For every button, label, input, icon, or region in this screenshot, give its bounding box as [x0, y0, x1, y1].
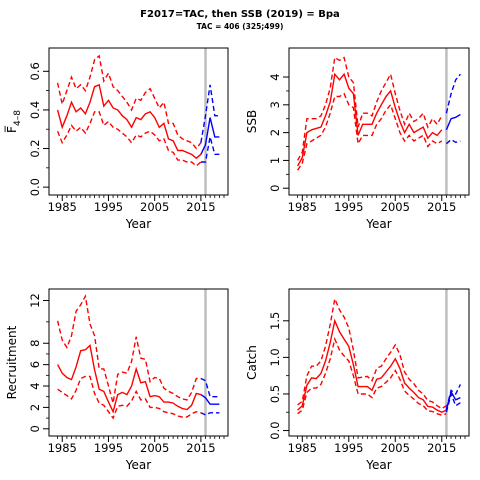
y-axis-label-subscript: 4–8 [13, 110, 23, 126]
y-tick-label: 1 [268, 157, 282, 164]
y-tick-label: 0.4 [28, 101, 42, 119]
y-tick-label: 1.0 [268, 348, 282, 366]
forecast-bound-line-5 [445, 138, 461, 145]
forecast-estimate-line-3 [200, 117, 220, 155]
y-tick-label: 0.6 [28, 62, 42, 80]
historic-bound-line-1 [56, 54, 202, 150]
historic-bound-line-1 [297, 296, 447, 410]
historic-estimate-line-0 [296, 72, 443, 167]
historic-bound-line-1 [296, 56, 443, 161]
y-tick-label: 1.5 [268, 312, 282, 330]
y-tick-label: 4 [28, 382, 42, 389]
x-tick-label: 1995 [94, 441, 123, 455]
x-axis-label: Year [125, 217, 151, 231]
y-tick-label: 0 [28, 425, 42, 432]
x-tick-label: 1985 [48, 200, 77, 214]
historic-estimate-line-0 [297, 318, 447, 413]
forecast-bound-line-4 [445, 73, 461, 114]
x-axis-label: Year [365, 217, 391, 231]
y-axis-label: F̅4–8 [4, 110, 23, 133]
y-axis-label: SSB [245, 110, 259, 133]
forecast-bound-line-4 [200, 84, 220, 143]
plot-frame [48, 288, 229, 437]
x-tick-label: 1985 [288, 441, 317, 455]
x-tick-label: 1985 [48, 441, 77, 455]
forecast-bound-line-5 [445, 391, 461, 413]
y-axis-label: Catch [245, 345, 259, 380]
y-tick-label: 2 [268, 129, 282, 136]
forecast-estimate-line-3 [200, 394, 220, 405]
x-tick-label: 2005 [140, 441, 169, 455]
y-tick-label: 0.2 [28, 139, 42, 157]
x-tick-label: 2005 [381, 441, 410, 455]
plot-frame [288, 47, 470, 196]
plot-frame [288, 288, 470, 437]
x-tick-label: 1995 [94, 200, 123, 214]
x-axis-label: Year [125, 458, 151, 472]
forecast-bound-line-4 [445, 384, 462, 409]
chart-panel-recruitment: 1985 1995 2005 2015 0 2 4 6 8 12 Year Recruitment [5, 288, 229, 472]
forecast-bound-line-4 [200, 377, 220, 398]
historic-bound-line-2 [297, 336, 447, 416]
y-tick-label: 2 [28, 404, 42, 411]
y-axis-label: Recruitment [5, 325, 19, 399]
y-tick-label: 8 [28, 340, 42, 347]
x-axis-label: Year [365, 458, 391, 472]
historic-bound-line-2 [297, 92, 443, 171]
x-tick-label: 2005 [381, 200, 410, 214]
historic-estimate-line-0 [56, 83, 202, 160]
historic-estimate-line-0 [56, 344, 202, 414]
y-tick-label: 0.5 [268, 385, 282, 403]
x-tick-label: 2015 [427, 200, 456, 214]
x-tick-label: 2015 [186, 441, 215, 455]
historic-bound-line-2 [57, 375, 202, 420]
figure-title: F2017=TAC, then SSB (2019) = Bpa [140, 9, 340, 20]
historic-bound-line-1 [56, 294, 201, 404]
x-tick-label: 1995 [334, 200, 363, 214]
y-tick-label: 0.0 [268, 421, 282, 439]
y-tick-label: 6 [28, 361, 42, 368]
chart-panel-ssb: 1985 1995 2005 2015 0 1 2 3 4 Year SSB [245, 47, 470, 231]
historic-bound-line-2 [56, 111, 202, 167]
forecast-bound-line-5 [200, 136, 220, 163]
forecast-bound-line-5 [200, 412, 220, 416]
x-tick-label: 2015 [427, 441, 456, 455]
chart-panel-catch: 1985 1995 2005 2015 0.0 0.5 1.0 1.5 Year Catch [245, 288, 470, 472]
y-tick-label: 12 [28, 293, 42, 308]
x-tick-label: 2015 [186, 200, 215, 214]
plot-frame [48, 47, 229, 196]
y-tick-label: 0 [268, 185, 282, 192]
x-tick-label: 1995 [334, 441, 363, 455]
chart-panel-f: 1985 1995 2005 2015 0.0 0.2 0.4 0.6 Year F̅4–8 [4, 47, 229, 231]
figure-subtitle: TAC = 406 (325;499) [196, 22, 284, 31]
x-tick-label: 2005 [140, 200, 169, 214]
y-tick-label: 0.0 [28, 178, 42, 196]
y-tick-label: 3 [268, 101, 282, 108]
y-tick-label: 4 [268, 73, 282, 80]
forecast-estimate-line-3 [445, 113, 461, 131]
x-tick-label: 1985 [288, 200, 317, 214]
